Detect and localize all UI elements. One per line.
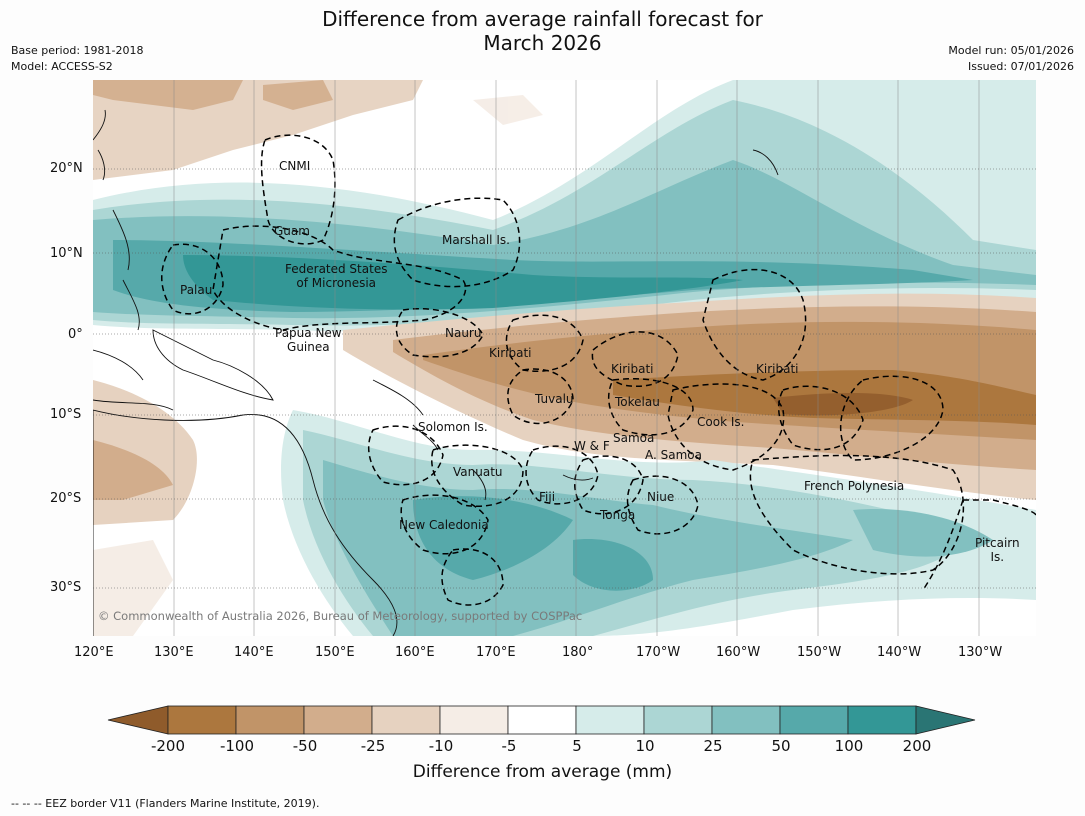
label-guam: Guam xyxy=(274,224,310,238)
label-kiribati-east: Kiribati xyxy=(756,362,799,376)
colorbar-tick: 200 xyxy=(902,737,932,755)
title-line-1: Difference from average rainfall forecas… xyxy=(322,7,763,31)
label-tokelau: Tokelau xyxy=(615,395,660,409)
colorbar-tick: -50 xyxy=(292,737,318,755)
eez-legend-footer: -- -- -- EEZ border V11 (Flanders Marine… xyxy=(11,797,320,810)
x-tick: 140°W xyxy=(877,645,922,660)
colorbar-tick: -10 xyxy=(428,737,454,755)
label-french-polynesia: French Polynesia xyxy=(804,479,905,493)
colorbar-swatch xyxy=(371,705,441,735)
label-kiribati-central: Kiribati xyxy=(611,362,654,376)
colorbar-swatch xyxy=(847,705,917,735)
title-line-2: March 2026 xyxy=(483,31,602,55)
colorbar-tick: -25 xyxy=(360,737,386,755)
colorbar-swatch xyxy=(439,705,509,735)
x-tick: 180° xyxy=(562,645,594,660)
land-outlines xyxy=(93,109,779,636)
meta-left: Base period: 1981-2018 Model: ACCESS-S2 xyxy=(11,43,143,75)
label-nauru: Nauru xyxy=(445,326,482,340)
north-wet-band xyxy=(93,80,1036,332)
x-tick: 170°E xyxy=(476,645,516,660)
y-tick: 10°S xyxy=(50,407,82,422)
colorbar-arrow-low xyxy=(107,705,169,735)
colorbar-swatch xyxy=(711,705,781,735)
x-tick: 170°W xyxy=(636,645,681,660)
colorbar xyxy=(107,705,976,735)
colorbar-tick: 100 xyxy=(834,737,864,755)
label-palau: Palau xyxy=(180,283,213,297)
label-tuvalu: Tuvalu xyxy=(535,392,574,406)
model-name: Model: ACCESS-S2 xyxy=(11,60,113,73)
y-tick: 0° xyxy=(68,327,83,342)
colorbar-tick: -5 xyxy=(501,737,517,755)
label-fiji: Fiji xyxy=(539,490,556,504)
x-tick: 150°E xyxy=(315,645,355,660)
label-kiribati-west: Kiribati xyxy=(489,346,532,360)
y-tick: 10°N xyxy=(50,246,83,261)
label-wf: W & F xyxy=(574,439,610,453)
label-marshall: Marshall Is. xyxy=(442,233,510,247)
label-vanuatu: Vanuatu xyxy=(453,465,503,479)
x-tick: 160°E xyxy=(395,645,435,660)
meta-right: Model run: 05/01/2026 Issued: 07/01/2026 xyxy=(948,43,1074,75)
map-canvas xyxy=(93,80,1036,636)
copyright-credit: © Commonwealth of Australia 2026, Bureau… xyxy=(98,609,583,623)
colorbar-tick: 10 xyxy=(635,737,655,755)
rainfall-map: CNMI Guam Marshall Is. Federated States … xyxy=(93,80,1036,636)
colorbar-tick: 5 xyxy=(572,737,582,755)
colorbar-tick: -200 xyxy=(150,737,186,755)
colorbar-swatch xyxy=(643,705,713,735)
label-new-caledonia: New Caledonia xyxy=(399,518,489,532)
colorbar-label: Difference from average (mm) xyxy=(412,762,673,782)
x-tick: 120°E xyxy=(74,645,114,660)
colorbar-arrow-high xyxy=(915,705,976,735)
model-run: Model run: 05/01/2026 xyxy=(948,44,1074,57)
graticule xyxy=(93,80,1036,636)
issued-date: Issued: 07/01/2026 xyxy=(967,60,1074,73)
base-period: Base period: 1981-2018 xyxy=(11,44,144,57)
colorbar-tick: -100 xyxy=(219,737,255,755)
equatorial-dry-band xyxy=(343,293,1036,500)
eez-borders xyxy=(161,134,1036,606)
label-cnmi: CNMI xyxy=(279,159,311,173)
y-tick: 30°S xyxy=(50,580,82,595)
x-tick: 160°W xyxy=(716,645,761,660)
colorbar-swatch xyxy=(507,705,577,735)
label-tonga: Tonga xyxy=(600,508,636,522)
label-fsm: Federated States of Micronesia xyxy=(285,262,388,290)
colorbar-tick: 25 xyxy=(703,737,723,755)
x-tick: 140°E xyxy=(234,645,274,660)
label-solomon: Solomon Is. xyxy=(418,420,488,434)
map-title: Difference from average rainfall forecas… xyxy=(0,7,1085,55)
x-tick: 130°E xyxy=(154,645,194,660)
y-tick: 20°S xyxy=(50,491,82,506)
label-pitcairn: Pitcairn Is. xyxy=(975,536,1020,564)
colorbar-swatch xyxy=(779,705,849,735)
x-tick: 130°W xyxy=(958,645,1003,660)
colorbar-swatch xyxy=(235,705,305,735)
colorbar-tick: 50 xyxy=(771,737,791,755)
colorbar-swatch xyxy=(303,705,373,735)
label-samoa: Samoa xyxy=(613,431,655,445)
colorbar-swatch xyxy=(167,705,237,735)
x-tick: 150°W xyxy=(797,645,842,660)
label-cook: Cook Is. xyxy=(697,415,745,429)
label-png: Papua New Guinea xyxy=(275,326,342,354)
label-niue: Niue xyxy=(647,490,675,504)
label-asamoa: A. Samoa xyxy=(645,448,702,462)
y-tick: 20°N xyxy=(50,161,83,176)
south-wet-region xyxy=(281,410,1036,636)
colorbar-swatch xyxy=(575,705,645,735)
